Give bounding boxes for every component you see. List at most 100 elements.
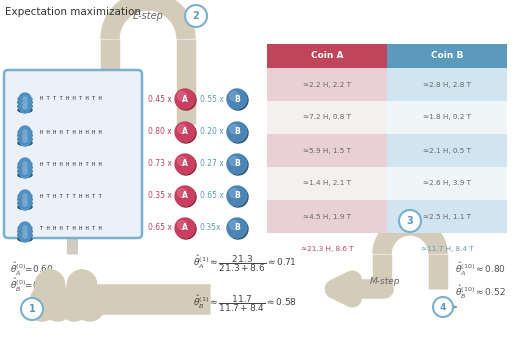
Circle shape xyxy=(19,101,31,113)
Text: 0.35 x: 0.35 x xyxy=(148,191,172,201)
Circle shape xyxy=(19,134,31,146)
Ellipse shape xyxy=(18,141,32,146)
Ellipse shape xyxy=(18,162,32,166)
FancyBboxPatch shape xyxy=(267,68,387,101)
Text: Expectation maximization: Expectation maximization xyxy=(5,7,141,17)
Text: T H H H T H H H T H: T H H H T H H H T H xyxy=(40,226,102,230)
Ellipse shape xyxy=(18,136,32,142)
Circle shape xyxy=(23,130,27,134)
Ellipse shape xyxy=(18,132,32,138)
Circle shape xyxy=(230,189,238,198)
Circle shape xyxy=(23,202,27,206)
Circle shape xyxy=(228,219,248,239)
Circle shape xyxy=(19,130,31,142)
Text: A: A xyxy=(182,223,188,233)
Ellipse shape xyxy=(18,169,32,174)
Circle shape xyxy=(177,124,187,134)
FancyBboxPatch shape xyxy=(4,70,142,238)
Circle shape xyxy=(19,162,31,174)
Text: ≈1.8 H, 0.2 T: ≈1.8 H, 0.2 T xyxy=(423,115,471,120)
Circle shape xyxy=(177,157,187,166)
Circle shape xyxy=(228,155,248,175)
Text: A: A xyxy=(182,127,188,136)
Text: A: A xyxy=(182,95,188,103)
Text: 0.27 x: 0.27 x xyxy=(200,159,224,169)
Ellipse shape xyxy=(18,103,32,108)
Text: ≈2.2 H, 2.2 T: ≈2.2 H, 2.2 T xyxy=(303,82,351,87)
Circle shape xyxy=(23,134,27,138)
Ellipse shape xyxy=(18,107,32,112)
Circle shape xyxy=(177,189,187,198)
Circle shape xyxy=(230,157,238,166)
Text: B: B xyxy=(234,223,240,233)
Text: ≈2.6 H, 3.9 T: ≈2.6 H, 3.9 T xyxy=(423,181,471,186)
Circle shape xyxy=(19,93,31,105)
Ellipse shape xyxy=(18,234,32,238)
Circle shape xyxy=(23,194,27,198)
Text: 2: 2 xyxy=(192,11,199,21)
Circle shape xyxy=(175,218,195,238)
Ellipse shape xyxy=(18,233,32,237)
Circle shape xyxy=(19,198,31,210)
Text: $\hat{\theta}_B^{(0)}$=0.50: $\hat{\theta}_B^{(0)}$=0.50 xyxy=(10,277,54,294)
Circle shape xyxy=(21,298,43,320)
Text: A: A xyxy=(182,191,188,201)
FancyBboxPatch shape xyxy=(387,44,507,68)
Ellipse shape xyxy=(18,130,32,134)
Circle shape xyxy=(176,123,196,143)
Ellipse shape xyxy=(18,104,32,110)
Text: ≈7.2 H, 0.8 T: ≈7.2 H, 0.8 T xyxy=(303,115,351,120)
Text: B: B xyxy=(234,191,240,201)
Ellipse shape xyxy=(18,194,32,198)
Ellipse shape xyxy=(18,134,32,138)
Ellipse shape xyxy=(18,205,32,209)
Circle shape xyxy=(185,5,207,27)
Text: B: B xyxy=(234,95,240,103)
Text: ≈11.7 H, 8.4 T: ≈11.7 H, 8.4 T xyxy=(420,246,473,253)
Circle shape xyxy=(175,154,195,174)
Text: H T H T T T H H T T: H T H T T T H H T T xyxy=(40,194,102,198)
Text: ≈2.5 H, 1.1 T: ≈2.5 H, 1.1 T xyxy=(423,214,471,219)
Text: E-step: E-step xyxy=(132,11,163,21)
Text: 0.45 x: 0.45 x xyxy=(148,95,172,103)
FancyBboxPatch shape xyxy=(387,134,507,167)
Circle shape xyxy=(176,187,196,207)
Circle shape xyxy=(177,221,187,229)
Ellipse shape xyxy=(18,100,32,106)
Ellipse shape xyxy=(18,201,32,205)
Text: $\hat{\theta}_B^{(1)} \approx \dfrac{11.7}{11.7+8.4} \approx 0.58$: $\hat{\theta}_B^{(1)} \approx \dfrac{11.… xyxy=(193,294,297,314)
FancyBboxPatch shape xyxy=(387,101,507,134)
Text: $\hat{\theta}_A^{(0)}$=0.60: $\hat{\theta}_A^{(0)}$=0.60 xyxy=(10,261,54,278)
Ellipse shape xyxy=(18,166,32,170)
FancyBboxPatch shape xyxy=(267,101,387,134)
Circle shape xyxy=(228,90,248,110)
Circle shape xyxy=(228,187,248,207)
Text: 0.20 x: 0.20 x xyxy=(200,127,224,136)
Text: M-step: M-step xyxy=(370,277,400,286)
Text: 0.35x: 0.35x xyxy=(200,223,222,233)
Ellipse shape xyxy=(18,173,32,178)
Ellipse shape xyxy=(18,170,32,174)
Circle shape xyxy=(23,170,27,174)
Text: ≈1.4 H, 2.1 T: ≈1.4 H, 2.1 T xyxy=(303,181,351,186)
Circle shape xyxy=(175,122,195,142)
Ellipse shape xyxy=(18,237,32,241)
FancyBboxPatch shape xyxy=(267,167,387,200)
FancyBboxPatch shape xyxy=(387,68,507,101)
Text: 0.55 x: 0.55 x xyxy=(200,95,224,103)
Circle shape xyxy=(176,219,196,239)
Text: Coin A: Coin A xyxy=(311,51,343,60)
FancyBboxPatch shape xyxy=(387,167,507,200)
Text: $\hat{\theta}_A^{(10)} \approx 0.80$: $\hat{\theta}_A^{(10)} \approx 0.80$ xyxy=(455,260,506,278)
FancyBboxPatch shape xyxy=(267,134,387,167)
Text: B: B xyxy=(234,159,240,169)
Circle shape xyxy=(227,122,247,142)
Ellipse shape xyxy=(18,138,32,142)
Text: ≈4.5 H, 1.9 T: ≈4.5 H, 1.9 T xyxy=(303,214,351,219)
Circle shape xyxy=(176,90,196,110)
Text: H T T T H H T H T H: H T T T H H T H T H xyxy=(40,96,102,102)
Text: ≈2.8 H, 2.8 T: ≈2.8 H, 2.8 T xyxy=(423,82,471,87)
Text: 3: 3 xyxy=(406,216,413,226)
Text: 0.73 x: 0.73 x xyxy=(148,159,172,169)
Ellipse shape xyxy=(18,229,32,233)
